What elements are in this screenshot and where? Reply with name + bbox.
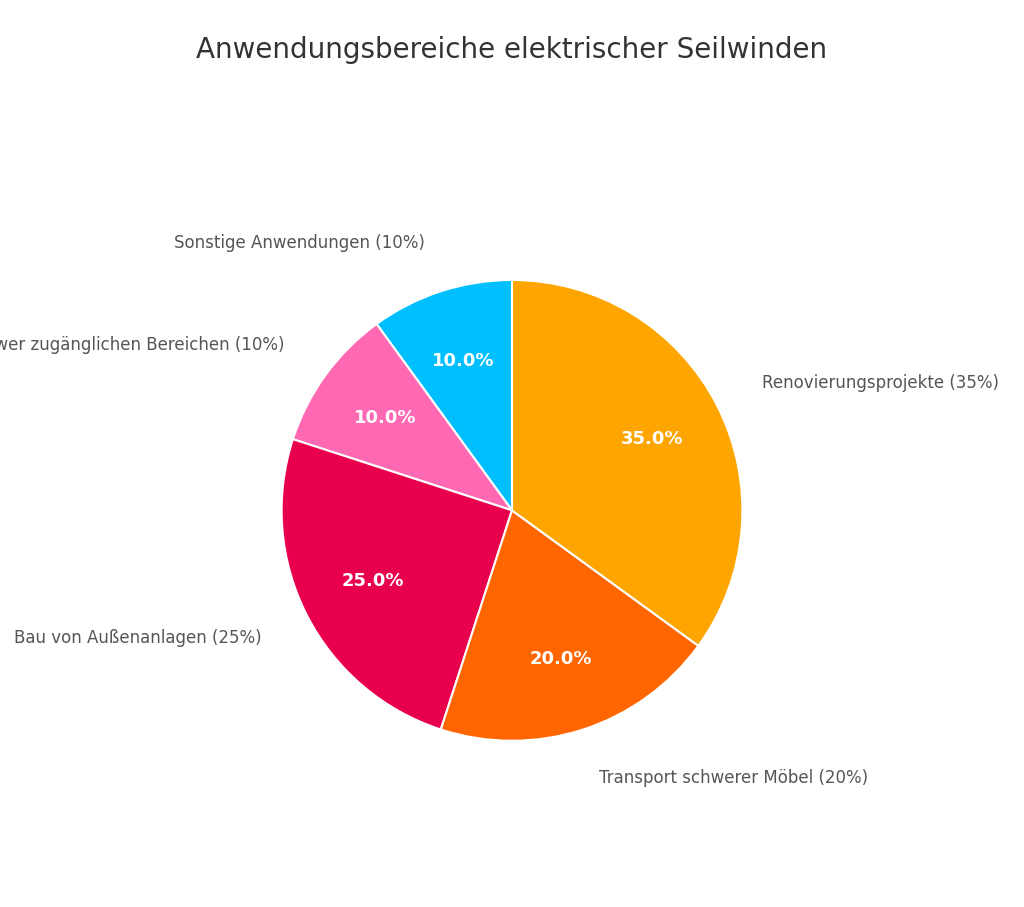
Wedge shape [282,439,512,729]
Text: 25.0%: 25.0% [341,572,403,590]
Wedge shape [377,280,512,511]
Text: Wartung in schwer zugänglichen Bereichen (10%): Wartung in schwer zugänglichen Bereichen… [0,336,285,354]
Text: Renovierungsprojekte (35%): Renovierungsprojekte (35%) [763,374,999,392]
Text: Anwendungsbereiche elektrischer Seilwinden: Anwendungsbereiche elektrischer Seilwind… [197,36,827,64]
Text: 20.0%: 20.0% [529,650,592,668]
Text: Bau von Außenanlagen (25%): Bau von Außenanlagen (25%) [14,629,261,647]
Wedge shape [293,324,512,511]
Text: Sonstige Anwendungen (10%): Sonstige Anwendungen (10%) [174,234,425,252]
Text: 10.0%: 10.0% [432,352,495,370]
Text: 10.0%: 10.0% [354,409,417,427]
Wedge shape [440,511,698,741]
Wedge shape [512,280,742,646]
Text: Transport schwerer Möbel (20%): Transport schwerer Möbel (20%) [599,769,868,786]
Text: 35.0%: 35.0% [621,430,683,448]
